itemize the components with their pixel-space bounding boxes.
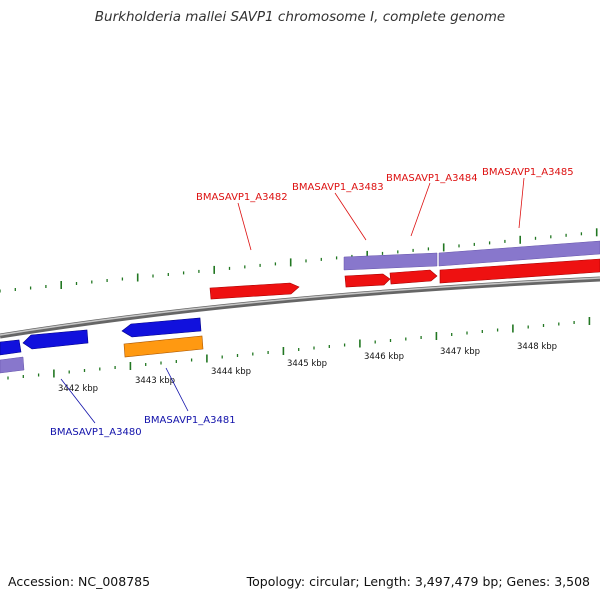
scale-label-3447: 3447 kbp xyxy=(440,347,480,357)
scale-label-3444: 3444 kbp xyxy=(211,367,251,377)
chromosome-backbone-highlight xyxy=(0,277,600,336)
gene-label-A3480[interactable]: BMASAVP1_A3480 xyxy=(50,427,142,438)
gene-BMASAVP1_A3485[interactable] xyxy=(439,258,600,284)
scale-label-3443: 3443 kbp xyxy=(135,376,175,386)
genome-stats-label: Topology: circular; Length: 3,497,479 bp… xyxy=(246,574,590,589)
gene-label-A3481[interactable]: BMASAVP1_A3481 xyxy=(144,415,236,426)
scale-label-3442: 3442 kbp xyxy=(58,384,98,394)
gene-BMASAVP1_A3483[interactable] xyxy=(344,273,391,288)
gene-BMASAVP1_A3484[interactable] xyxy=(389,269,438,285)
leader-line-A3485 xyxy=(518,177,525,229)
map-title: Burkholderia mallei SAVP1 chromosome I, … xyxy=(94,9,506,25)
chromosome-backbone xyxy=(0,276,600,339)
scale-label-3448: 3448 kbp xyxy=(517,342,557,352)
gene-label-A3485[interactable]: BMASAVP1_A3485 xyxy=(482,167,574,178)
gene-BMASAVP1_A3480[interactable] xyxy=(22,329,89,350)
leader-line-A3482 xyxy=(237,202,252,251)
gene-BMASAVP1_A3481[interactable] xyxy=(121,317,202,338)
gene-reverse-edge[interactable] xyxy=(0,339,22,356)
feature-purple-reverse[interactable] xyxy=(0,356,25,374)
scale-label-3445: 3445 kbp xyxy=(287,359,327,369)
gene-label-A3482[interactable]: BMASAVP1_A3482 xyxy=(196,192,288,203)
gene-label-A3484[interactable]: BMASAVP1_A3484 xyxy=(386,173,478,184)
scale-label-3446: 3446 kbp xyxy=(364,352,404,362)
leader-line-A3480 xyxy=(60,378,96,424)
feature-purple-2[interactable] xyxy=(438,240,600,267)
outer-tick-ring xyxy=(0,228,598,293)
leader-line-A3484 xyxy=(410,182,431,237)
inner-tick-ring xyxy=(7,317,591,380)
leader-line-A3481 xyxy=(165,367,189,412)
gene-label-A3483[interactable]: BMASAVP1_A3483 xyxy=(292,182,384,193)
feature-purple-1[interactable] xyxy=(343,252,438,271)
feature-orange[interactable] xyxy=(123,335,204,358)
gene-BMASAVP1_A3482[interactable] xyxy=(209,282,300,300)
leader-line-A3483 xyxy=(334,192,367,241)
accession-label: Accession: NC_008785 xyxy=(8,574,151,589)
